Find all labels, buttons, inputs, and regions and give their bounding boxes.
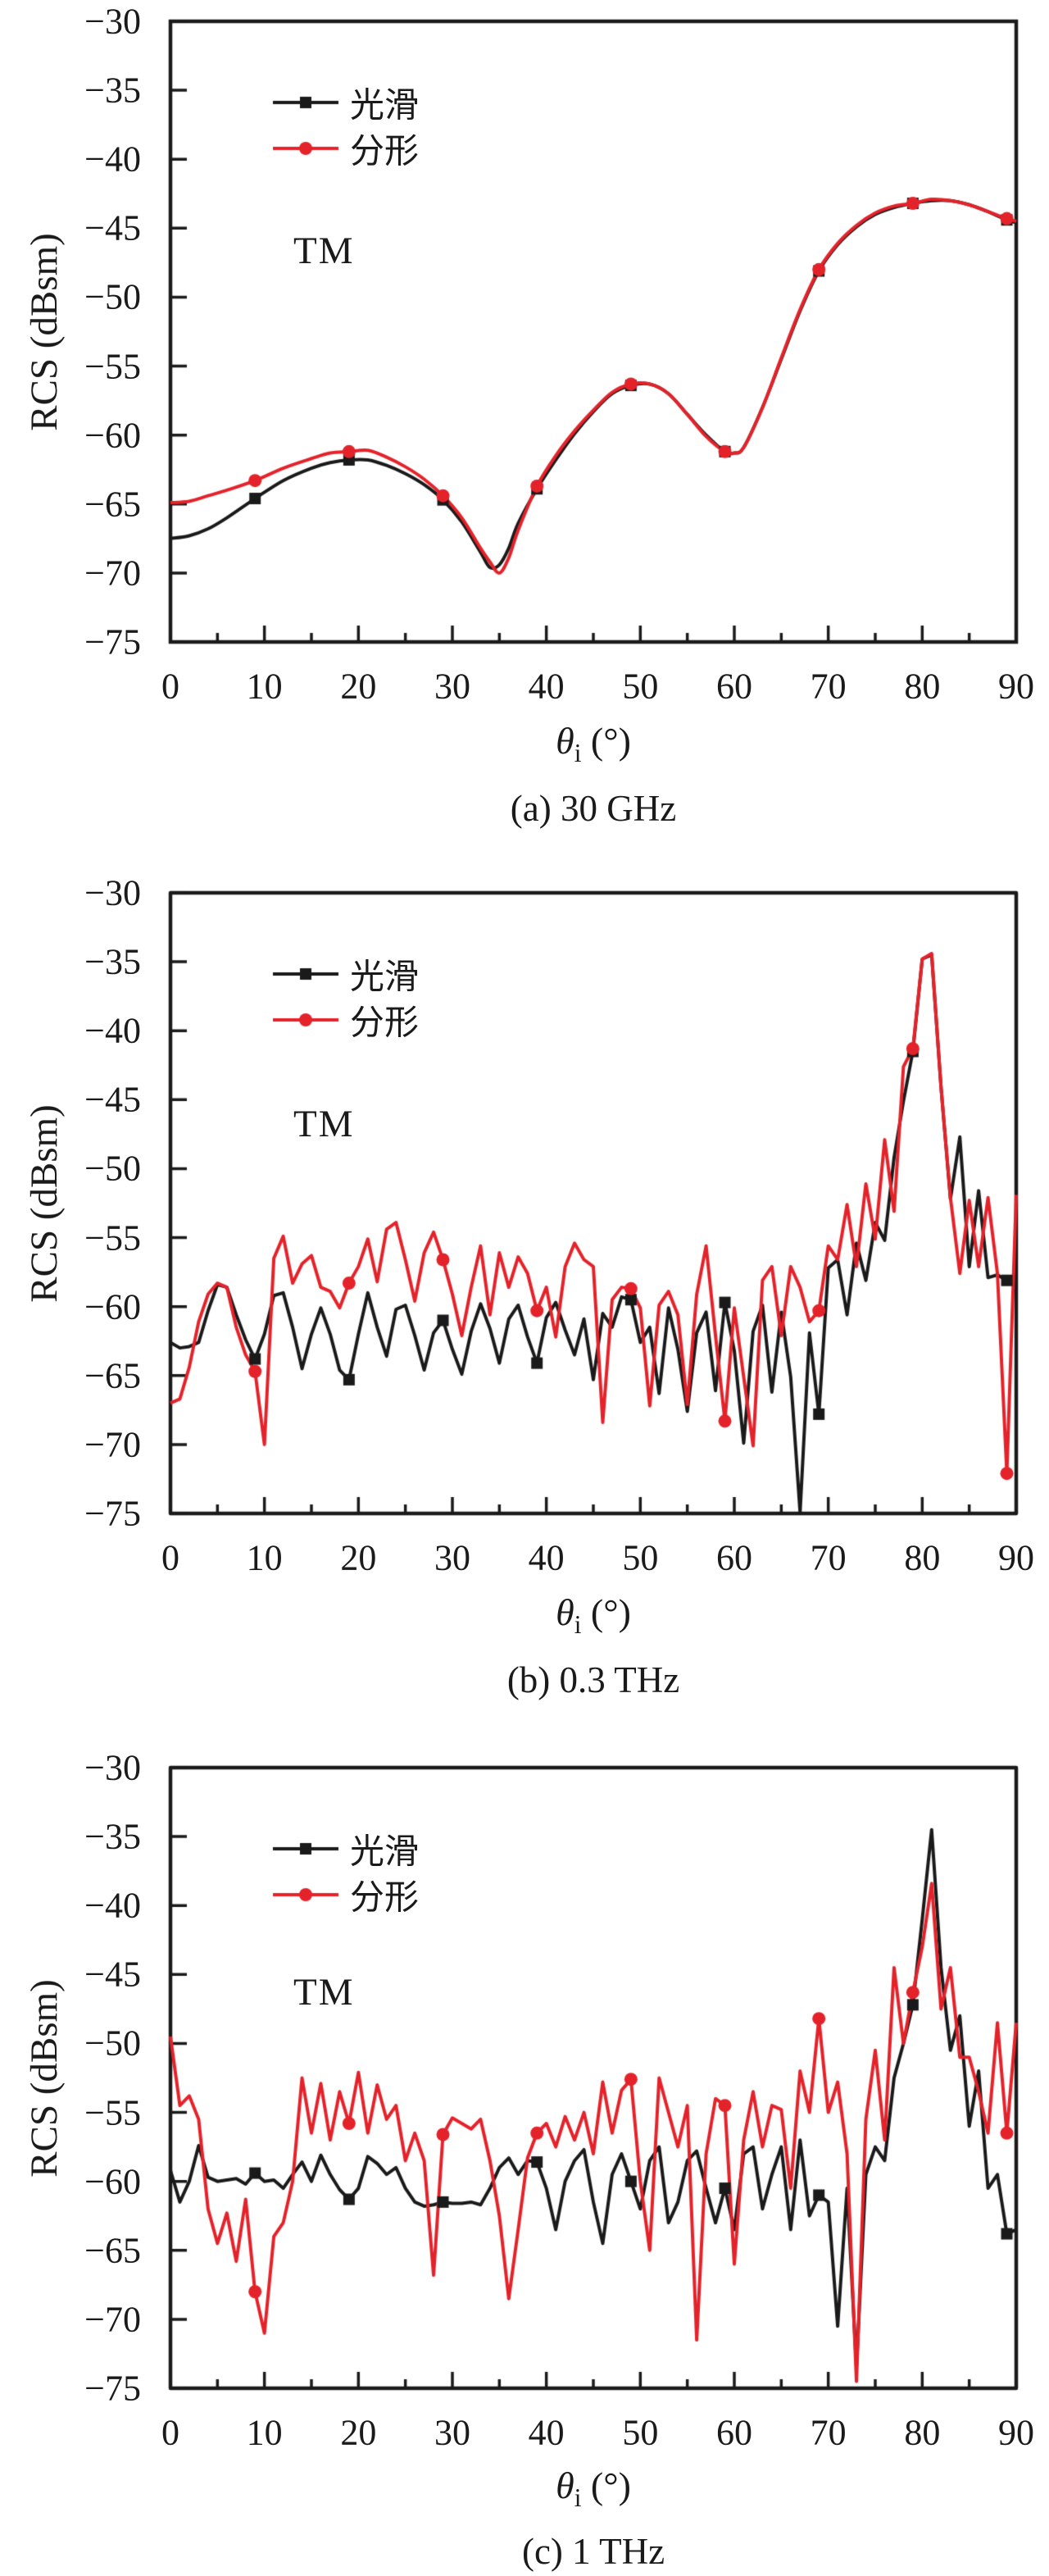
x-axis-label: θi (°) <box>556 719 631 768</box>
y-tick-label: −70 <box>84 2299 141 2340</box>
x-tick-label: 60 <box>716 666 752 707</box>
x-tick-label: 90 <box>998 2412 1034 2453</box>
x-tick-label: 10 <box>246 2412 283 2453</box>
y-tick-label: −30 <box>84 872 141 913</box>
y-tick-label: −35 <box>84 70 141 111</box>
y-tick-label: −60 <box>84 1286 141 1327</box>
y-tick-label: −60 <box>84 415 141 456</box>
y-tick-label: −45 <box>84 207 141 248</box>
x-tick-label: 80 <box>904 666 941 707</box>
y-tick-label: −45 <box>84 1954 141 1995</box>
x-tick-label: 90 <box>998 666 1034 707</box>
x-tick-label: 70 <box>810 1537 847 1578</box>
y-tick-label: −65 <box>84 2230 141 2271</box>
x-tick-label: 20 <box>340 2412 377 2453</box>
x-tick-label: 50 <box>622 2412 659 2453</box>
y-tick-label: −65 <box>84 484 141 525</box>
y-tick-label: −40 <box>84 139 141 180</box>
legend-item-fractal: 分形 <box>350 1879 420 1918</box>
x-tick-label: 50 <box>622 666 659 707</box>
subfigure-caption: (c) 1 THz <box>521 2531 665 2572</box>
polarization-annotation: TM <box>293 1103 355 1145</box>
y-tick-label: −55 <box>84 2092 141 2133</box>
x-tick-label: 40 <box>528 666 565 707</box>
y-axis-label: RCS (dBsm) <box>23 1979 66 2178</box>
x-tick-label: 0 <box>161 1537 179 1578</box>
y-tick-label: −40 <box>84 1885 141 1926</box>
x-tick-label: 30 <box>434 2412 470 2453</box>
subfigure-caption: (b) 0.3 THz <box>506 1659 680 1700</box>
x-tick-label: 70 <box>810 666 847 707</box>
x-tick-label: 70 <box>810 2412 847 2453</box>
y-tick-label: −75 <box>84 2368 141 2409</box>
x-tick-label: 10 <box>246 666 283 707</box>
y-tick-label: −55 <box>84 1217 141 1258</box>
y-tick-label: −50 <box>84 1148 141 1189</box>
x-tick-label: 0 <box>161 2412 179 2453</box>
y-tick-label: −60 <box>84 2161 141 2202</box>
subfigure-caption: (a) 30 GHz <box>510 788 677 829</box>
y-tick-label: −75 <box>84 621 141 662</box>
x-tick-label: 50 <box>622 1537 659 1578</box>
y-tick-label: −70 <box>84 553 141 594</box>
y-axis-label: RCS (dBsm) <box>23 233 66 431</box>
x-tick-label: 0 <box>161 666 179 707</box>
x-axis-label: θi (°) <box>556 2464 631 2513</box>
x-tick-label: 40 <box>528 2412 565 2453</box>
y-tick-label: −70 <box>84 1424 141 1465</box>
legend-item-smooth: 光滑 <box>350 87 420 125</box>
y-tick-label: −65 <box>84 1355 141 1396</box>
y-axis-label: RCS (dBsm) <box>23 1104 66 1303</box>
x-tick-label: 80 <box>904 1537 941 1578</box>
legend-item-smooth: 光滑 <box>350 958 420 997</box>
y-tick-label: −35 <box>84 941 141 982</box>
x-tick-label: 40 <box>528 1537 565 1578</box>
polarization-annotation: TM <box>293 1971 355 2014</box>
y-tick-label: −40 <box>84 1010 141 1051</box>
y-tick-label: −30 <box>84 1747 141 1788</box>
x-tick-label: 80 <box>904 2412 941 2453</box>
x-tick-label: 20 <box>340 1537 377 1578</box>
y-tick-label: −50 <box>84 2023 141 2064</box>
x-tick-label: 90 <box>998 1537 1034 1578</box>
x-tick-label: 20 <box>340 666 377 707</box>
y-tick-label: −45 <box>84 1079 141 1120</box>
y-tick-label: −50 <box>84 276 141 317</box>
x-tick-label: 10 <box>246 1537 283 1578</box>
polarization-annotation: TM <box>293 230 355 272</box>
y-tick-label: −55 <box>84 346 141 387</box>
legend-item-smooth: 光滑 <box>350 1833 420 1872</box>
x-tick-label: 60 <box>716 1537 752 1578</box>
legend-item-fractal: 分形 <box>350 1004 420 1043</box>
x-tick-label: 30 <box>434 1537 470 1578</box>
y-tick-label: −75 <box>84 1493 141 1534</box>
y-tick-label: −35 <box>84 1816 141 1857</box>
x-tick-label: 30 <box>434 666 470 707</box>
x-tick-label: 60 <box>716 2412 752 2453</box>
legend-item-fractal: 分形 <box>350 133 420 171</box>
y-tick-label: −30 <box>84 1 141 42</box>
x-axis-label: θi (°) <box>556 1591 631 1640</box>
